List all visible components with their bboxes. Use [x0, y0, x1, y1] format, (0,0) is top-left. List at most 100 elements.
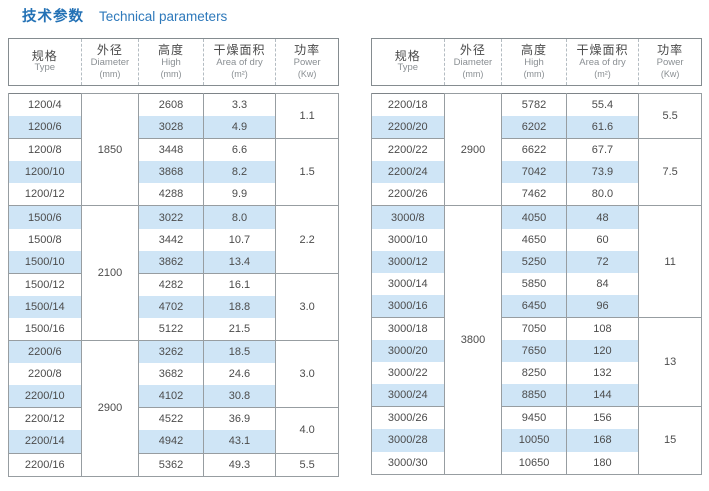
- high-cell: 9450: [501, 406, 567, 430]
- high-cell: 4702: [138, 295, 204, 318]
- high-cell: 7050: [501, 317, 567, 341]
- high-cell: 6450: [501, 294, 567, 318]
- area-cell: 108: [565, 317, 640, 341]
- type-cell: 1500/8: [8, 228, 82, 251]
- area-cell: 3.3: [202, 93, 277, 117]
- column-header-area: 干燥面积 Area of dry (m²): [202, 39, 276, 85]
- type-cell: 2200/16: [8, 453, 82, 477]
- header-en: Power: [293, 57, 321, 69]
- table-row: 2200/20 6202 61.6: [371, 116, 702, 140]
- header-unit: (m²): [594, 69, 611, 80]
- diameter-cell: 2900: [80, 340, 140, 477]
- table-row: 3000/12 5250 72: [371, 250, 702, 273]
- parameters-table-left: 规格 Type 外径 Diameter (mm) 高度 High (mm) 干燥…: [8, 38, 339, 477]
- parameters-body-table: 2200/18 2900 5782 55.4 5.5 2200/20 6202 61.6 220…: [371, 92, 702, 475]
- table-row: 1200/12 4288 9.9: [8, 183, 339, 207]
- table-row: 3000/28 10050 168: [371, 429, 702, 452]
- area-cell: 8.0: [202, 205, 277, 229]
- table-row: 2200/14 4942 43.1: [8, 430, 339, 454]
- high-cell: 3862: [138, 250, 204, 274]
- area-cell: 18.8: [202, 295, 277, 318]
- area-cell: 132: [565, 362, 640, 385]
- header-zh: 高度: [521, 43, 548, 58]
- area-cell: 67.7: [565, 138, 640, 162]
- area-cell: 30.8: [202, 385, 277, 409]
- header-en: Power: [656, 57, 684, 69]
- high-cell: 2608: [138, 93, 204, 117]
- header-unit: (Kw): [297, 69, 317, 80]
- column-header-type: 规格 Type: [9, 39, 81, 85]
- type-cell: 1200/10: [8, 161, 82, 184]
- diameter-cell: 1850: [80, 92, 140, 207]
- type-cell: 3000/18: [371, 317, 445, 341]
- column-header-power: 功率 Power (Kw): [275, 39, 338, 85]
- table-header: 规格 Type 外径 Diameter (mm) 高度 High (mm) 干燥…: [371, 38, 702, 86]
- type-cell: 3000/26: [371, 406, 445, 430]
- area-cell: 6.6: [202, 138, 277, 162]
- high-cell: 10050: [501, 429, 567, 452]
- area-cell: 61.6: [565, 116, 640, 140]
- diameter-cell: 2900: [443, 92, 503, 207]
- type-cell: 1200/4: [8, 93, 82, 117]
- table-row: 1200/4 1850 2608 3.3 1.1: [8, 92, 339, 207]
- area-cell: 144: [565, 384, 640, 408]
- table-row: 2200/10 4102 30.8: [8, 385, 339, 409]
- high-cell: 7462: [501, 183, 567, 207]
- type-cell: 2200/20: [371, 116, 445, 140]
- type-cell: 3000/28: [371, 429, 445, 452]
- table-row: 2200/24 7042 73.9: [371, 161, 702, 184]
- header-zh: 外径: [96, 43, 123, 58]
- column-header-high: 高度 High (mm): [501, 39, 565, 85]
- area-cell: 24.6: [202, 363, 277, 386]
- type-cell: 3000/12: [371, 250, 445, 273]
- area-cell: 10.7: [202, 228, 277, 251]
- area-cell: 4.9: [202, 116, 277, 140]
- power-cell: 11: [638, 205, 702, 318]
- high-cell: 8250: [501, 362, 567, 385]
- type-cell: 3000/30: [371, 451, 445, 475]
- area-cell: 8.2: [202, 161, 277, 184]
- type-cell: 2200/6: [8, 340, 82, 364]
- table-row: 3000/30 10650 180: [371, 451, 702, 475]
- header-en: High: [524, 57, 544, 69]
- area-cell: 120: [565, 340, 640, 363]
- high-cell: 4650: [501, 228, 567, 251]
- type-cell: 1200/8: [8, 138, 82, 162]
- area-cell: 18.5: [202, 340, 277, 364]
- area-cell: 72: [565, 250, 640, 273]
- type-cell: 2200/18: [371, 93, 445, 117]
- table-row: 1200/8 3448 6.6 1.5: [8, 138, 339, 207]
- header-zh: 功率: [657, 43, 684, 58]
- high-cell: 5362: [138, 453, 204, 477]
- power-cell: 3.0: [275, 272, 339, 342]
- area-cell: 43.1: [202, 430, 277, 454]
- header-unit: (Kw): [660, 69, 680, 80]
- table-row: 3000/16 6450 96: [371, 294, 702, 318]
- area-cell: 84: [565, 272, 640, 295]
- high-cell: 3028: [138, 116, 204, 140]
- high-cell: 3868: [138, 161, 204, 184]
- power-cell: 1.5: [275, 138, 339, 207]
- type-cell: 3000/22: [371, 362, 445, 385]
- table-row: 3000/22 8250 132: [371, 362, 702, 385]
- header-en: Area of dry: [216, 57, 263, 69]
- area-cell: 36.9: [202, 407, 277, 431]
- table-row: 1500/16 5122 21.5: [8, 317, 339, 342]
- header-en: Area of dry: [579, 57, 626, 69]
- table-row: 3000/10 4650 60: [371, 228, 702, 251]
- area-cell: 55.4: [565, 93, 640, 117]
- type-cell: 3000/14: [371, 272, 445, 295]
- high-cell: 5782: [501, 93, 567, 117]
- area-cell: 48: [565, 205, 640, 229]
- table-row: 2200/22 6622 67.7 7.5: [371, 138, 702, 207]
- type-cell: 2200/10: [8, 385, 82, 409]
- page-title: 技术参数 Technical parameters: [22, 5, 227, 26]
- table-row: 1500/12 4282 16.1 3.0: [8, 272, 339, 342]
- high-cell: 4102: [138, 385, 204, 409]
- table-row: 2200/16 5362 49.3 5.5: [8, 452, 339, 477]
- table-row: 1200/10 3868 8.2: [8, 161, 339, 184]
- high-cell: 5250: [501, 250, 567, 273]
- high-cell: 4522: [138, 407, 204, 431]
- area-cell: 80.0: [565, 183, 640, 207]
- high-cell: 10650: [501, 451, 567, 475]
